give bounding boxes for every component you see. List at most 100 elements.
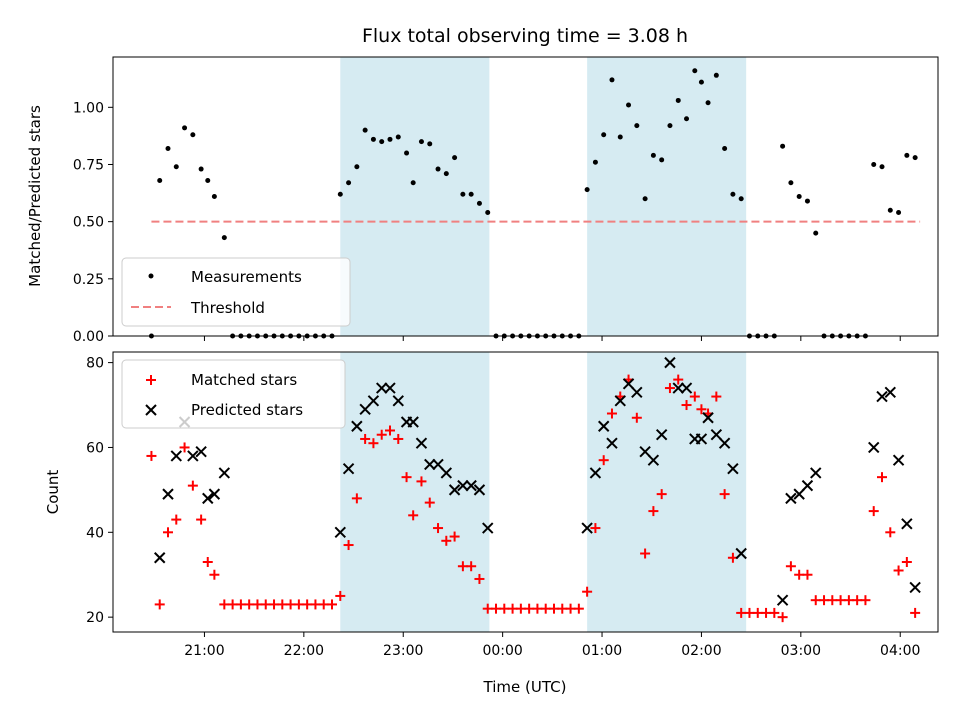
- bot-y-tick-label-3: 80: [86, 356, 104, 372]
- matched-point-70: [719, 489, 730, 500]
- measurement-point-79: [796, 194, 802, 199]
- predicted-point-46: [727, 462, 739, 475]
- x-tick-label-0: 21:00: [184, 643, 224, 659]
- bot-y-tick-label-0: 20: [86, 610, 104, 626]
- predicted-point-14: [375, 382, 388, 394]
- matched-point-6: [196, 514, 207, 525]
- x-tick-label-1: 22:00: [284, 643, 324, 659]
- predicted-point-23: [448, 484, 461, 496]
- measurement-point-90: [887, 207, 893, 213]
- predicted-point-52: [810, 467, 822, 479]
- measurement-point-59: [634, 123, 640, 129]
- matched-point-77: [777, 612, 788, 623]
- predicted-point-47: [735, 547, 747, 560]
- matched-point-24: [343, 540, 354, 551]
- matched-point-7: [202, 557, 213, 567]
- measurement-point-32: [410, 180, 416, 186]
- predicted-point-39: [672, 382, 684, 394]
- predicted-point-51: [801, 479, 814, 492]
- matched-point-35: [433, 523, 444, 534]
- predicted-point-9: [334, 526, 346, 539]
- measurement-point-1: [157, 177, 163, 183]
- matched-point-59: [631, 412, 642, 423]
- measurement-point-37: [452, 155, 458, 161]
- measurement-point-65: [684, 116, 690, 122]
- measurement-point-8: [211, 194, 217, 199]
- predicted-point-30: [597, 420, 610, 432]
- predicted-point-15: [384, 382, 396, 394]
- predicted-point-16: [392, 395, 404, 407]
- matched-point-54: [590, 523, 601, 534]
- predicted-point-22: [440, 467, 453, 479]
- matched-point-29: [384, 425, 395, 436]
- measurement-point-38: [460, 191, 466, 197]
- matched-point-27: [368, 438, 379, 449]
- bot-y-tick-label-1: 40: [86, 525, 104, 541]
- matched-point-37: [449, 531, 460, 542]
- top-y-tick-label-3: 0.75: [73, 157, 104, 173]
- predicted-point-5: [195, 445, 207, 458]
- matched-point-2: [163, 527, 173, 538]
- measurement-point-29: [387, 136, 393, 142]
- predicted-point-49: [785, 492, 797, 505]
- bottom-plot-frame: [112, 351, 939, 633]
- measurement-point-63: [667, 123, 673, 129]
- predicted-point-24: [457, 479, 469, 492]
- matched-point-64: [673, 374, 684, 385]
- matched-point-76: [769, 607, 780, 618]
- predicted-point-1: [162, 488, 174, 500]
- matched-point-65: [681, 400, 692, 411]
- predicted-point-33: [622, 378, 635, 390]
- predicted-point-10: [342, 462, 355, 475]
- measurement-point-33: [418, 139, 424, 145]
- matched-point-23: [335, 590, 346, 601]
- legend-predicted-marker: [145, 404, 157, 416]
- predicted-point-26: [473, 484, 486, 496]
- measurement-point-28: [379, 139, 385, 145]
- predicted-point-25: [465, 479, 477, 492]
- predicted-point-38: [664, 356, 676, 369]
- predicted-point-28: [581, 522, 593, 534]
- measurement-point-54: [592, 159, 598, 165]
- measurement-point-91: [896, 210, 902, 216]
- top-y-tick-label-4: 1.00: [73, 100, 104, 116]
- measurement-point-93: [912, 155, 918, 161]
- matched-point-36: [441, 535, 452, 546]
- x-tick-label-3: 00:00: [482, 643, 522, 659]
- matched-point-3: [171, 514, 182, 525]
- predicted-point-11: [351, 420, 363, 432]
- measurement-point-36: [443, 171, 449, 177]
- measurement-point-39: [468, 191, 474, 197]
- measurement-point-67: [698, 79, 704, 85]
- predicted-point-20: [424, 458, 436, 471]
- top-plot-frame: [112, 56, 939, 337]
- predicted-point-35: [639, 445, 651, 458]
- top-y-tick-label-1: 0.25: [73, 272, 104, 288]
- matched-point-56: [606, 408, 617, 419]
- measurement-point-6: [198, 166, 204, 172]
- predicted-point-36: [647, 454, 660, 466]
- matched-point-78: [785, 561, 796, 572]
- measurement-point-66: [692, 68, 698, 74]
- predicted-point-48: [776, 594, 789, 606]
- legend-matched-label: Matched stars: [191, 371, 297, 389]
- matched-point-80: [802, 569, 813, 580]
- matched-point-67: [696, 404, 707, 415]
- matched-point-28: [376, 429, 387, 440]
- predicted-point-57: [901, 518, 913, 530]
- x-tick-label-2: 23:00: [383, 643, 423, 659]
- measurement-point-24: [346, 180, 352, 186]
- predicted-point-27: [482, 522, 494, 534]
- measurement-point-81: [813, 230, 819, 236]
- top-legend-box: [121, 257, 351, 327]
- legend-measurements-label: Measurements: [191, 268, 302, 286]
- bot-shaded-interval-0: [340, 352, 490, 632]
- predicted-point-42: [695, 433, 708, 445]
- legend-measurements-marker: [148, 273, 154, 279]
- measurement-point-25: [354, 164, 360, 170]
- top-legend: Measurements Threshold: [121, 257, 351, 327]
- matched-point-33: [416, 476, 427, 487]
- predicted-point-12: [359, 403, 371, 415]
- measurement-point-58: [626, 102, 632, 108]
- measurement-point-56: [609, 77, 615, 83]
